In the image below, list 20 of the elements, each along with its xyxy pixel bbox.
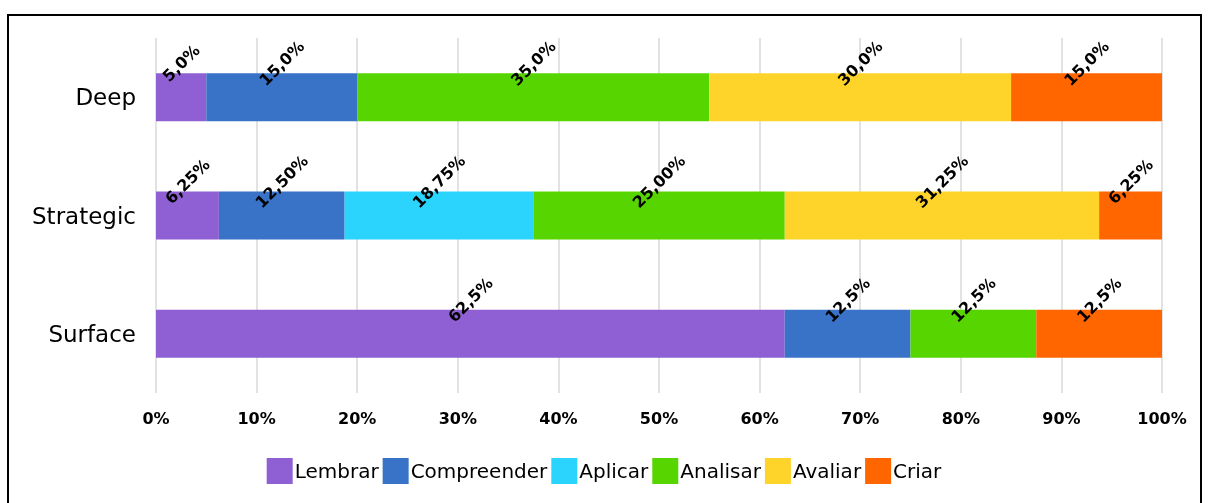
legend-label: Aplicar — [579, 459, 650, 483]
legend-label: Avaliar — [792, 459, 862, 483]
legend-label: Lembrar — [294, 459, 380, 483]
x-tick-label: 0% — [142, 408, 170, 428]
y-tick-label: Strategic — [32, 202, 136, 229]
x-tick-label: 30% — [438, 408, 477, 428]
legend-label: Criar — [893, 459, 943, 483]
x-tick-label: 50% — [639, 408, 679, 428]
x-tick-label: 40% — [539, 408, 578, 428]
x-tick-label: 80% — [941, 408, 980, 428]
x-tick-label: 70% — [841, 408, 880, 428]
legend-label: Compreender — [410, 459, 549, 483]
x-tick-label: 60% — [740, 408, 779, 428]
x-tick-label: 100% — [1137, 408, 1187, 428]
x-tick-label: 90% — [1042, 408, 1081, 428]
x-tick-label: 10% — [237, 408, 276, 428]
y-tick-label: Deep — [75, 84, 136, 111]
y-tick-label: Surface — [48, 320, 136, 347]
x-tick-label: 20% — [338, 408, 377, 428]
legend-label: Analisar — [680, 459, 762, 483]
